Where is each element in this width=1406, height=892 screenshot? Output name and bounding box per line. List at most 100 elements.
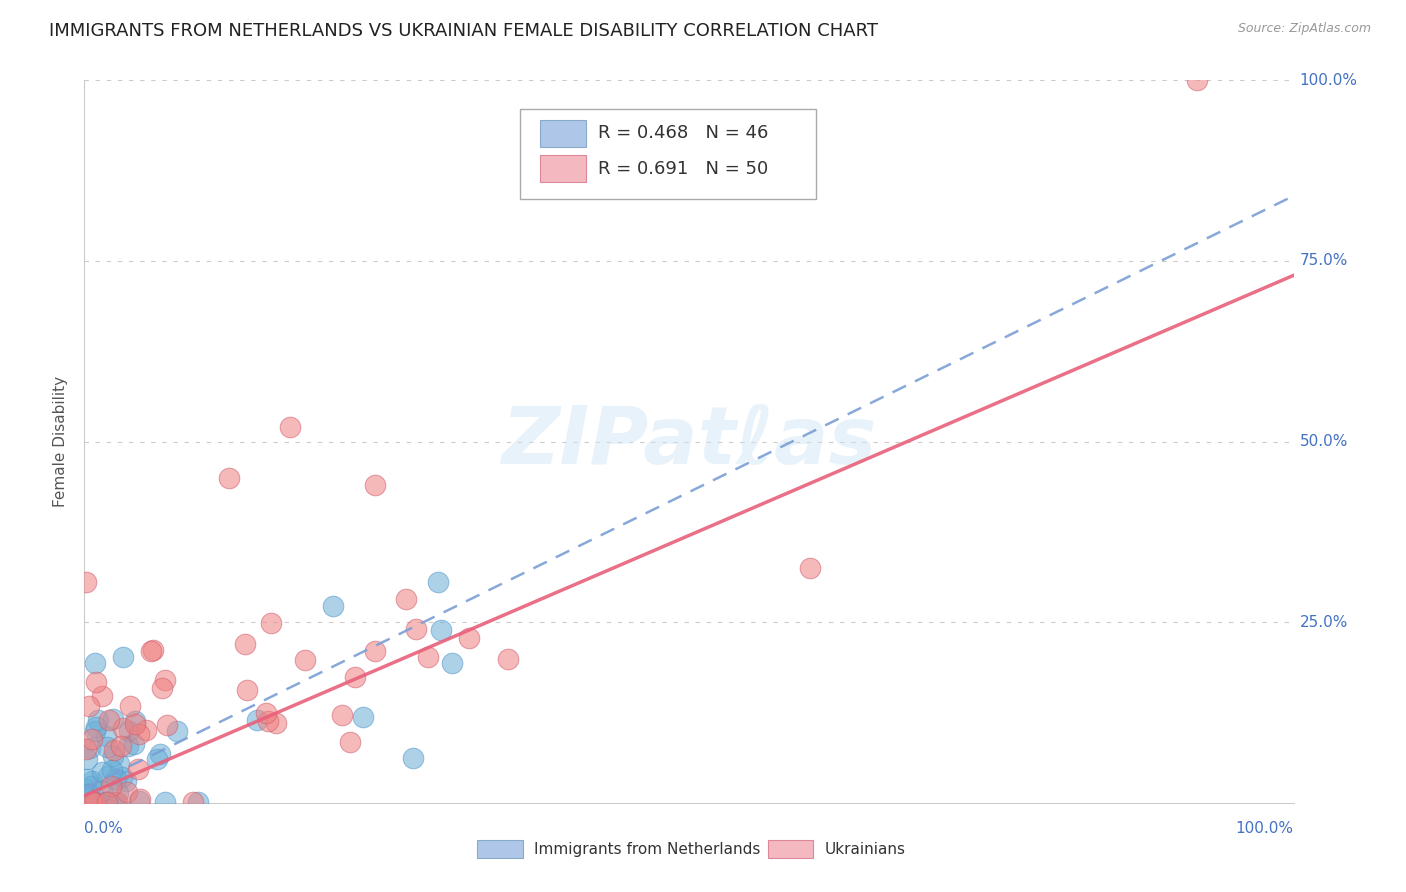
Point: [112, 650, 135, 665]
Point: [496, 652, 519, 666]
Text: Source: ZipAtlas.com: Source: ZipAtlas.com: [1237, 22, 1371, 36]
Point: [112, 721, 135, 735]
Y-axis label: Female Disability: Female Disability: [53, 376, 69, 508]
Text: ZIPatℓas: ZIPatℓas: [502, 402, 876, 481]
Point: [80, 780, 103, 794]
Point: [75, 781, 97, 796]
Point: [1185, 73, 1208, 87]
Point: [96, 795, 118, 809]
Point: [321, 599, 343, 614]
Point: [122, 737, 145, 751]
Point: [117, 739, 139, 754]
Text: 100.0%: 100.0%: [1299, 73, 1358, 87]
Point: [82, 732, 104, 747]
Point: [364, 644, 387, 658]
Point: [87, 714, 110, 728]
Point: [83, 723, 105, 738]
Point: [105, 772, 128, 787]
Point: [430, 623, 453, 637]
Point: [111, 770, 134, 784]
Point: [84, 675, 107, 690]
Point: [233, 637, 256, 651]
Text: 75.0%: 75.0%: [1299, 253, 1348, 268]
Point: [124, 714, 146, 728]
Point: [128, 792, 150, 806]
Point: [142, 643, 165, 657]
Point: [363, 478, 385, 492]
Point: [94, 795, 117, 809]
Text: 0.0%: 0.0%: [84, 821, 124, 836]
Point: [135, 723, 157, 738]
Point: [94, 795, 117, 809]
Point: [426, 575, 449, 590]
Point: [110, 739, 132, 753]
Point: [115, 785, 138, 799]
Point: [278, 420, 301, 434]
Point: [441, 656, 464, 670]
Point: [76, 752, 98, 766]
FancyBboxPatch shape: [520, 109, 815, 200]
Point: [394, 591, 416, 606]
Point: [79, 740, 101, 755]
Point: [139, 644, 162, 658]
FancyBboxPatch shape: [540, 120, 586, 147]
Point: [330, 707, 353, 722]
Point: [90, 690, 112, 704]
Point: [145, 752, 167, 766]
Point: [84, 657, 107, 671]
Point: [83, 795, 105, 809]
Point: [149, 747, 172, 761]
Point: [80, 795, 103, 809]
Point: [343, 670, 366, 684]
Text: 50.0%: 50.0%: [1299, 434, 1348, 449]
Point: [401, 751, 423, 765]
Point: [339, 735, 361, 749]
Text: Ukrainians: Ukrainians: [824, 841, 905, 856]
Point: [77, 787, 100, 801]
Point: [107, 786, 129, 800]
Point: [76, 772, 98, 787]
Text: 25.0%: 25.0%: [1299, 615, 1348, 630]
Point: [84, 795, 107, 809]
Point: [103, 743, 125, 757]
Point: [352, 710, 374, 724]
Point: [77, 699, 100, 714]
Point: [187, 795, 209, 809]
Point: [118, 723, 141, 738]
Point: [236, 682, 259, 697]
Point: [101, 763, 124, 777]
Point: [257, 714, 280, 729]
Point: [260, 615, 283, 630]
Point: [101, 748, 124, 763]
Point: [103, 712, 125, 726]
Point: [97, 769, 120, 783]
Point: [150, 681, 173, 695]
Point: [153, 673, 176, 687]
Point: [294, 653, 316, 667]
Point: [91, 764, 114, 779]
Point: [166, 723, 188, 738]
Point: [108, 756, 131, 771]
Point: [75, 789, 97, 804]
Text: Immigrants from Netherlands: Immigrants from Netherlands: [534, 841, 761, 856]
Point: [100, 779, 122, 793]
Point: [84, 720, 107, 734]
FancyBboxPatch shape: [478, 840, 523, 858]
Text: R = 0.691   N = 50: R = 0.691 N = 50: [599, 161, 769, 178]
Point: [128, 794, 150, 808]
Point: [254, 706, 277, 720]
Point: [418, 649, 440, 664]
Point: [96, 739, 118, 754]
Point: [156, 718, 179, 732]
Point: [181, 795, 204, 809]
Point: [128, 726, 150, 740]
Point: [94, 729, 117, 743]
Point: [115, 774, 138, 789]
Point: [75, 742, 97, 756]
Point: [105, 795, 128, 809]
FancyBboxPatch shape: [768, 840, 814, 858]
Point: [98, 713, 121, 727]
Text: 100.0%: 100.0%: [1236, 821, 1294, 836]
Point: [90, 784, 112, 798]
Point: [104, 795, 127, 809]
